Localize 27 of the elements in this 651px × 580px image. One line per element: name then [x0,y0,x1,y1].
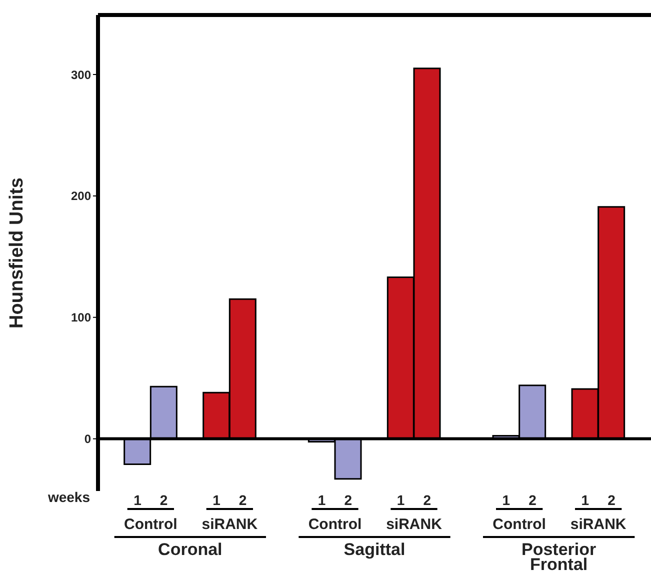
x-tick-label: 1 [502,492,510,508]
x-tick-label: 2 [238,492,247,508]
x-tick-label: 1 [396,492,405,508]
text: Control [124,516,178,533]
y-tick-label: 300 [70,68,92,82]
x-tick-label: 1 [134,492,142,508]
text: siRANK [570,516,626,533]
text: weeks [46,489,90,505]
x-tick-label: 2 [423,492,432,508]
x-tick-label: 1 [581,492,590,508]
y-tick-label: 200 [70,189,92,204]
text: Coronal [158,540,222,559]
y-tick-label: 100 [70,310,92,325]
text: Sagittal [344,540,406,559]
x-tick-label: 2 [344,492,352,508]
text: Control [308,516,362,533]
text: Posterior Frontal [522,540,597,574]
text: siRANK [386,516,442,533]
x-tick-label: 2 [160,492,168,508]
text: siRANK [202,516,258,533]
y-axis-title: Hounsfield Units [6,178,28,328]
y-tick-label: 0 [84,432,92,446]
x-tick-label: 2 [528,492,537,508]
x-tick-label: 2 [608,492,616,508]
text: Control [492,516,546,533]
x-tick-label: 1 [318,492,326,508]
x-tick-label: 1 [212,492,221,508]
